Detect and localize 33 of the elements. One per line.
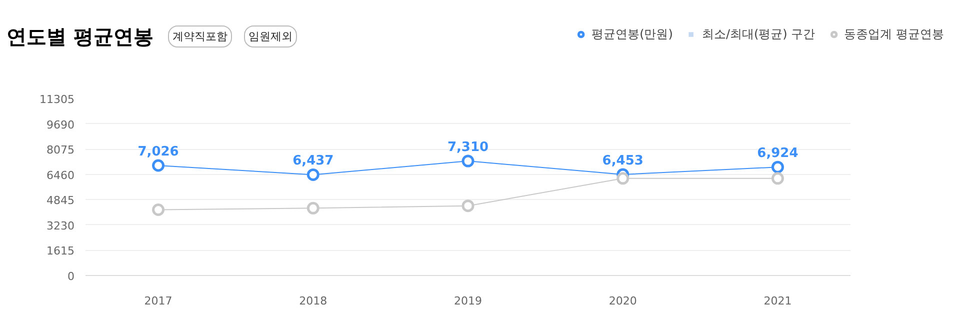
text: 임원제외 [248,30,292,43]
x-tick-label: 2020 [608,294,637,308]
data-label: 6,437 [292,154,334,169]
y-tick-label: 0 [68,270,74,283]
data-label: 7,310 [447,140,489,156]
legend-label: 동종업계 평균연봉 [844,26,944,42]
x-tick-label: 2019 [454,294,482,308]
y-tick-label: 4845 [46,194,75,208]
point [771,172,784,185]
point [306,168,320,181]
y-tick-label: 6460 [46,168,75,182]
legend-label: 평균연봉(만원) [592,26,673,42]
point [152,159,165,172]
text: 계약직포함 [172,30,228,43]
point [462,200,474,212]
point [616,172,630,185]
x-tick-label: 2017 [144,294,172,308]
y-tick-label: 8075 [46,144,75,157]
data-label: 6,453 [602,153,644,168]
point [306,202,320,214]
x-tick-label: 2021 [764,294,792,308]
y-tick-label: 1615 [46,244,75,258]
chart-title: 연도별 평균연봉 [6,24,154,48]
y-tick-label: 3230 [46,219,75,232]
x-tick-label: 2018 [299,294,328,308]
point [152,204,165,216]
data-label: 7,026 [138,144,179,160]
point [462,154,474,168]
point [771,160,784,174]
data-label: 6,924 [757,146,798,162]
y-tick-label: 11305 [40,93,75,106]
legend-label: 최소/최대(평균) 구간 [702,26,816,42]
y-tick-label: 9690 [46,118,75,132]
